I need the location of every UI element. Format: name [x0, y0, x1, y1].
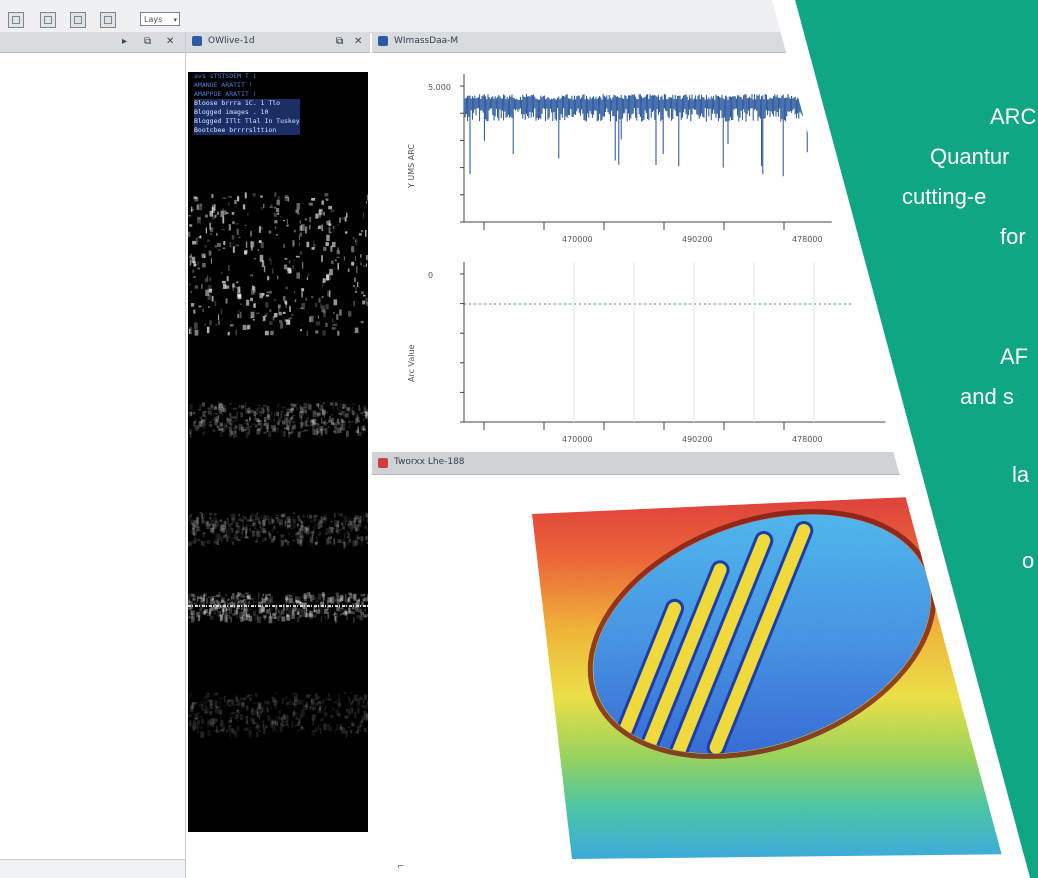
- charts-area[interactable]: 470000 490200 478000 5.000 Y UMS ARC 470000 49…: [372, 52, 1038, 452]
- chevron-down-icon: ▾: [173, 16, 177, 24]
- right-panel-header: ⧉ WImassDaa-M: [336, 32, 1038, 53]
- info-line: AMAPPOE ARATIT !: [194, 90, 257, 98]
- map-panel: Tworxx Lhe-188: [372, 452, 1038, 878]
- layout-select-value: Lays: [144, 15, 163, 24]
- map-panel-header: Tworxx Lhe-188: [372, 452, 1038, 475]
- close-icon[interactable]: ✕: [166, 36, 175, 47]
- close-icon[interactable]: ✕: [354, 36, 363, 47]
- image-noise: [188, 192, 368, 738]
- left-panel-footer: [0, 859, 185, 878]
- toolbar-button-2[interactable]: [40, 12, 56, 28]
- x-tick-label: 490200: [682, 235, 713, 244]
- y-axis-label: Y UMS ARC: [407, 144, 416, 189]
- left-panel-header: ▸ ⧉ ✕: [0, 32, 185, 53]
- info-line: Bootcbee brrrrslttion: [194, 126, 300, 135]
- middle-tab-title[interactable]: OWlive-1d: [208, 36, 255, 46]
- series-line: [463, 94, 1017, 177]
- x-tick-label: 470000: [562, 435, 593, 444]
- info-line: avs sTSTSDEM T i: [194, 72, 257, 80]
- toolbar-button-1[interactable]: [8, 12, 24, 28]
- float-icon[interactable]: ⧉: [336, 36, 344, 47]
- right-tab-title[interactable]: WImassDaa-M: [394, 36, 459, 46]
- middle-panel-header: OWlive-1d ⧉ ✕: [186, 32, 370, 53]
- y-tick-label: 5.000: [428, 83, 451, 92]
- pin-icon[interactable]: [378, 458, 388, 468]
- spectrogram-image: [188, 192, 368, 738]
- axis-indicator: ⌐: [397, 862, 405, 872]
- layout-select[interactable]: Lays ▾: [140, 12, 180, 26]
- x-tick-label: 478000: [792, 435, 823, 444]
- x-tick-label: 490200: [682, 435, 713, 444]
- map-tab-title[interactable]: Tworxx Lhe-188: [394, 457, 465, 467]
- surface-3d-view[interactable]: ⌐: [372, 474, 1038, 878]
- toolbar: Lays ▾: [0, 0, 780, 33]
- y-axis-label: Arc Value: [407, 344, 416, 382]
- right-panel: ⧉ WImassDaa-M 470000 490200 478000 5.000 Y U…: [336, 32, 1038, 452]
- info-line: Blogged images . 10: [194, 108, 300, 117]
- info-line: Bloose brrra 1C. 1 Tlo: [194, 99, 300, 108]
- info-line: Blogged ITlt Tlal In Tuskey: [194, 117, 300, 126]
- toolbar-button-3[interactable]: [70, 12, 86, 28]
- middle-panel: OWlive-1d ⧉ ✕ avs sTSTSDEM T i AMANUE ARA…: [186, 32, 370, 878]
- float-icon[interactable]: ⧉: [144, 36, 152, 47]
- x-tick-label: 478000: [792, 235, 823, 244]
- toolbar-button-4[interactable]: [100, 12, 116, 28]
- pin-icon[interactable]: [192, 36, 202, 46]
- minimize-icon[interactable]: ▸: [122, 36, 128, 47]
- y-tick-label: 0: [428, 271, 433, 280]
- float-icon[interactable]: ⧉: [336, 36, 344, 47]
- left-panel: ▸ ⧉ ✕: [0, 32, 186, 878]
- image-view[interactable]: [188, 72, 368, 832]
- x-tick-label: 470000: [562, 235, 593, 244]
- info-line: AMANUE ARATIT !: [194, 81, 253, 89]
- info-overlay: avs sTSTSDEM T i AMANUE ARATIT ! AMAPPOE A…: [194, 72, 300, 135]
- pin-icon[interactable]: [378, 36, 388, 46]
